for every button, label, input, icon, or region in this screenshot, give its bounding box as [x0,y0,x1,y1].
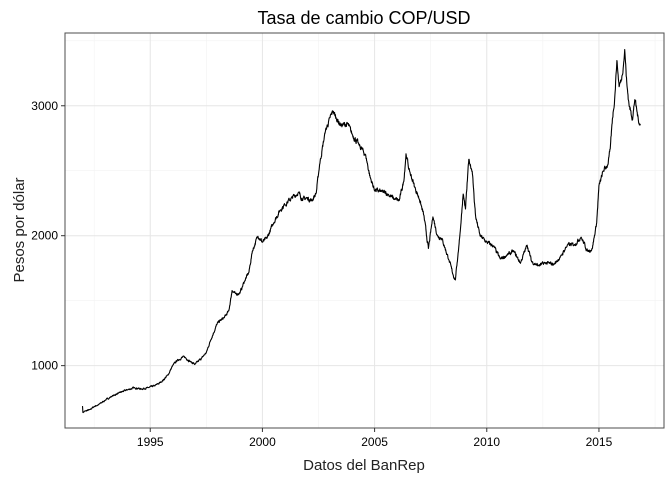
plot-background [65,33,664,428]
y-tick-label: 1000 [31,359,58,373]
x-tick-label: 1995 [137,435,164,449]
plot-panel [64,32,665,429]
series-line [81,48,641,414]
y-tick-label: 3000 [31,99,58,113]
x-tick-label: 2010 [473,435,500,449]
x-tick-label: 2015 [586,435,613,449]
minor-gridlines [65,33,664,428]
chart-title: Tasa de cambio COP/USD [257,8,470,28]
y-tick-label: 2000 [31,229,58,243]
x-axis: 1995 2000 2005 2010 2015 [137,428,613,449]
y-axis: 1000 2000 3000 [31,99,65,373]
x-axis-title: Datos del BanRep [303,457,425,474]
x-tick-label: 2000 [249,435,276,449]
x-tick-label: 2005 [361,435,388,449]
plot-border [64,32,665,429]
y-axis-title: Pesos por dólar [11,177,28,282]
major-gridlines [65,33,664,428]
